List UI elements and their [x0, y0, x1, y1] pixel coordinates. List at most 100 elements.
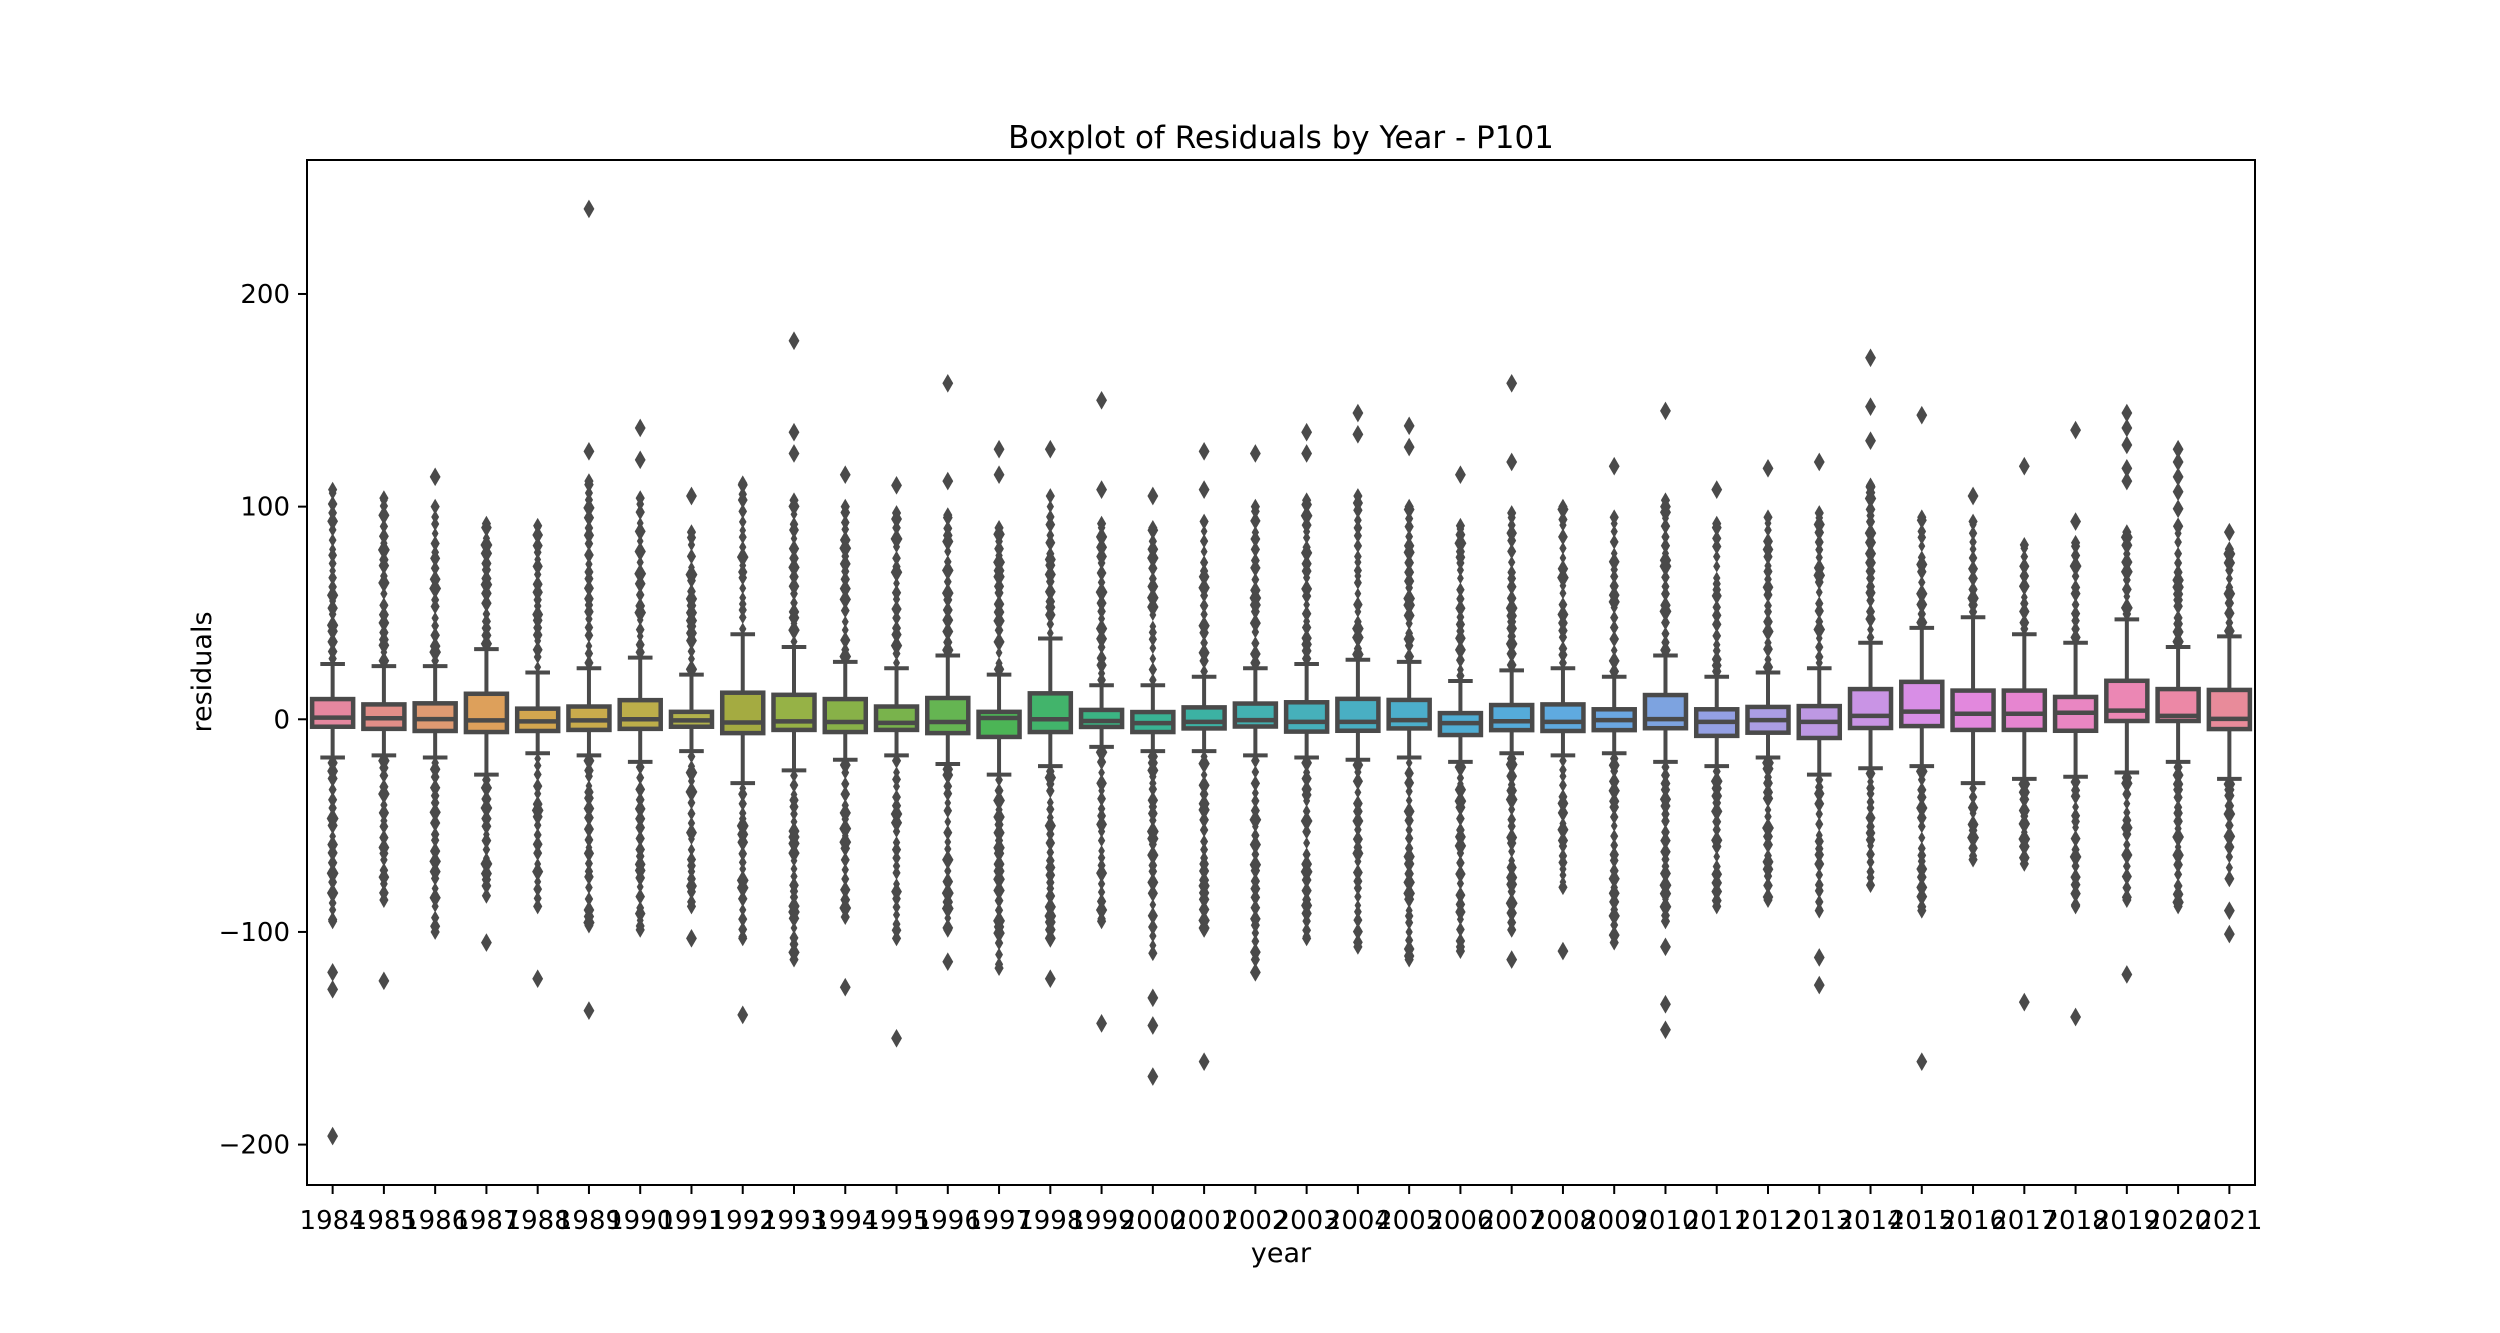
box-1987 — [463, 691, 510, 735]
box-1994 — [822, 696, 869, 735]
outliers-2015 — [1915, 405, 1928, 1071]
outliers-2010 — [1659, 401, 1672, 1040]
box-group-2006 — [1437, 465, 1484, 959]
box-1999 — [1078, 707, 1125, 730]
outliers-1993 — [788, 331, 800, 968]
x-tick-label-1984: 1984 — [300, 1206, 366, 1236]
box-group-1989 — [566, 199, 612, 1020]
chart-title: Boxplot of Residuals by Year - P101 — [1008, 120, 1554, 156]
outliers-1989 — [583, 199, 595, 1020]
box-group-1993 — [771, 331, 817, 968]
box-2019 — [2104, 678, 2150, 724]
x-tick-label-2016: 2016 — [1940, 1206, 2006, 1236]
box-group-2005 — [1386, 416, 1432, 968]
box-group-2009 — [1591, 456, 1637, 951]
x-tick-label-1988: 1988 — [505, 1206, 571, 1236]
x-tick-label-2003: 2003 — [1274, 1206, 1340, 1236]
box-group-2021 — [2206, 522, 2253, 944]
outliers-2016 — [1967, 486, 1980, 868]
box-group-2014 — [1847, 348, 1894, 894]
x-tick-label-1992: 1992 — [710, 1206, 776, 1236]
outliers-2007 — [1505, 373, 1518, 969]
outliers-1997 — [993, 439, 1005, 976]
x-tick-label-1989: 1989 — [556, 1206, 622, 1236]
box-2008 — [1540, 702, 1586, 734]
box-group-2007 — [1488, 373, 1535, 969]
y-tick-label: −100 — [219, 918, 290, 948]
box-2002 — [1232, 701, 1279, 729]
box-group-1998 — [1027, 439, 1074, 989]
outliers-1999 — [1095, 390, 1108, 1033]
x-axis-label: year — [1251, 1238, 1312, 1269]
box-group-2016 — [1950, 486, 1996, 868]
outliers-2008 — [1557, 498, 1569, 961]
box-group-1996 — [925, 373, 971, 972]
box-group-1997 — [976, 439, 1022, 976]
box-2003 — [1283, 700, 1330, 734]
outliers-2006 — [1454, 465, 1467, 959]
box-group-2008 — [1540, 498, 1586, 961]
x-tick-label-1995: 1995 — [863, 1206, 929, 1236]
outliers-2013 — [1813, 452, 1826, 995]
box-2005 — [1386, 697, 1432, 731]
outliers-2011 — [1710, 480, 1723, 915]
box-2004 — [1335, 696, 1381, 734]
x-tick-label-2006: 2006 — [1427, 1206, 1493, 1236]
x-axis: 1984198519861987198819891990199119921993… — [300, 1185, 2262, 1236]
x-tick-label-2004: 2004 — [1325, 1206, 1391, 1236]
outliers-2005 — [1403, 416, 1416, 968]
outliers-2009 — [1608, 456, 1620, 951]
box-group-2001 — [1181, 442, 1227, 1071]
x-tick-label-1987: 1987 — [453, 1206, 519, 1236]
box-2010 — [1642, 692, 1689, 731]
x-tick-label-1993: 1993 — [761, 1206, 827, 1236]
x-tick-label-2007: 2007 — [1479, 1206, 1545, 1236]
box-group-2017 — [2001, 456, 2048, 1012]
x-tick-label-2013: 2013 — [1786, 1206, 1852, 1236]
box-group-1987 — [463, 515, 510, 952]
x-tick-label-2009: 2009 — [1581, 1206, 1647, 1236]
box-1995 — [873, 704, 920, 733]
box-1996 — [925, 695, 971, 736]
y-tick-label: −200 — [219, 1131, 290, 1161]
outliers-1994 — [839, 465, 852, 997]
outliers-1990 — [634, 418, 647, 938]
box-1990 — [617, 697, 663, 732]
x-tick-label-2017: 2017 — [1991, 1206, 2057, 1236]
x-tick-label-1998: 1998 — [1017, 1206, 1083, 1236]
box-group-1984 — [309, 481, 356, 1146]
y-tick-label: 200 — [240, 280, 290, 310]
box-group-1988 — [514, 517, 561, 989]
box-group-1990 — [617, 418, 663, 938]
box-group-1995 — [873, 476, 920, 1048]
box-2001 — [1181, 705, 1227, 731]
box-group-2012 — [1745, 459, 1791, 908]
x-tick-label-2008: 2008 — [1530, 1206, 1596, 1236]
x-tick-label-1985: 1985 — [351, 1206, 417, 1236]
y-tick-label: 100 — [240, 493, 290, 523]
box-1984 — [309, 696, 356, 729]
box-group-2000 — [1130, 486, 1176, 1086]
x-tick-label-2015: 2015 — [1889, 1206, 1955, 1236]
box-2016 — [1950, 688, 1996, 733]
box-1993 — [771, 692, 817, 733]
x-tick-label-2000: 2000 — [1120, 1206, 1186, 1236]
outliers-2002 — [1249, 444, 1262, 982]
box-group-1985 — [361, 490, 407, 991]
outliers-2014 — [1864, 348, 1877, 894]
box-group-2018 — [2052, 420, 2099, 1027]
outliers-2021 — [2223, 522, 2236, 944]
box-group-2015 — [1899, 405, 1945, 1071]
box-1998 — [1027, 691, 1074, 735]
box-group-1986 — [412, 467, 458, 940]
outliers-1998 — [1044, 439, 1057, 989]
outliers-1987 — [480, 515, 493, 952]
outliers-1996 — [941, 373, 954, 972]
x-tick-label-1986: 1986 — [402, 1206, 468, 1236]
y-axis: −200 −100 0 100 200 — [219, 280, 307, 1161]
x-tick-label-2018: 2018 — [2042, 1206, 2108, 1236]
outliers-1986 — [429, 467, 442, 940]
outliers-2000 — [1146, 486, 1159, 1086]
box-group-1994 — [822, 465, 869, 997]
